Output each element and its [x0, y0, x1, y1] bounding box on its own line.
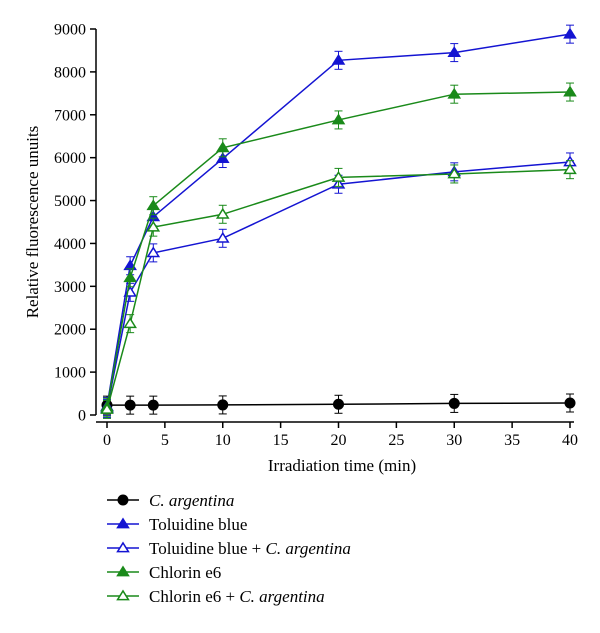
data-point — [332, 398, 345, 410]
x-tick-label: 30 — [446, 432, 462, 449]
legend-marker — [116, 565, 130, 577]
y-tick-label: 6000 — [54, 150, 86, 167]
legend-label-part: C. argentina — [239, 587, 324, 606]
x-tick-label: 10 — [215, 432, 231, 449]
x-tick-label: 35 — [504, 432, 520, 449]
legend-marker — [116, 541, 130, 553]
series-0 — [101, 393, 576, 415]
data-point — [447, 87, 462, 99]
x-axis-title: Irradiation time (min) — [268, 456, 416, 475]
x-tick-label: 5 — [161, 432, 169, 449]
data-point — [447, 167, 462, 179]
legend-marker — [117, 494, 129, 506]
legend-marker — [116, 589, 130, 601]
series-line — [106, 91, 571, 408]
legend-item: Chlorin e6 + C. argentina — [107, 587, 325, 606]
data-point — [563, 163, 577, 175]
y-tick-label: 1000 — [54, 365, 86, 382]
y-tick-label: 7000 — [54, 107, 86, 124]
legend-label-part: Toluidine blue — [149, 515, 247, 534]
data-point — [564, 397, 576, 409]
y-tick-label: 4000 — [54, 236, 86, 253]
data-point — [146, 220, 161, 232]
x-tick-label: 40 — [562, 432, 578, 449]
data-point — [215, 207, 230, 219]
data-point — [123, 271, 137, 283]
legend-label: Chlorin e6 — [149, 563, 221, 582]
legend-label-part: Chlorin e6 + — [149, 587, 239, 606]
y-tick-label: 9000 — [54, 22, 86, 39]
legend-label: C. argentina — [149, 491, 234, 510]
legend-item: C. argentina — [107, 491, 234, 510]
legend-label-part: Toluidine blue + — [149, 539, 266, 558]
legend-label-part: C. argentina — [149, 491, 234, 510]
x-tick-label: 25 — [388, 432, 404, 449]
legend-marker — [116, 517, 130, 529]
legend-item: Toluidine blue — [107, 515, 247, 534]
data-point — [146, 246, 161, 258]
data-point — [447, 46, 462, 58]
legend-label: Toluidine blue — [149, 515, 247, 534]
data-point — [215, 152, 230, 163]
x-tick-label: 20 — [331, 432, 347, 449]
x-tick-label: 15 — [273, 432, 289, 449]
legend-item: Toluidine blue + C. argentina — [107, 539, 351, 558]
y-tick-label: 0 — [78, 408, 86, 425]
series-line — [106, 161, 571, 409]
y-tick-label: 3000 — [54, 279, 86, 296]
y-tick-label: 2000 — [54, 322, 86, 339]
data-point — [124, 399, 136, 411]
data-point — [331, 53, 346, 65]
x-tick-label: 0 — [103, 432, 111, 449]
y-tick-label: 5000 — [54, 193, 86, 210]
data-point — [147, 399, 159, 411]
legend-item: Chlorin e6 — [107, 563, 221, 582]
data-point — [331, 170, 346, 182]
data-point — [217, 399, 229, 411]
y-tick-label: 8000 — [54, 64, 86, 81]
data-point — [331, 113, 346, 125]
series-1 — [100, 24, 577, 416]
series-layer — [100, 24, 577, 419]
legend: C. argentina Toluidine blue Toluidine blue… — [107, 491, 351, 606]
data-point — [100, 402, 114, 414]
legend-label-part: C. argentina — [266, 539, 351, 558]
data-point — [563, 27, 577, 39]
data-point — [146, 199, 161, 211]
legend-label: Toluidine blue + C. argentina — [149, 539, 351, 558]
series-2 — [100, 152, 577, 419]
data-point — [215, 141, 230, 153]
data-point — [215, 231, 230, 243]
series-line — [106, 168, 571, 410]
legend-label: Chlorin e6 + C. argentina — [149, 587, 325, 606]
series-3 — [100, 82, 577, 417]
data-point — [563, 85, 577, 97]
axes: 0 1000 2000 3000 4000 5000 6000 7000 8000 9000 0 5 1… — [54, 22, 578, 450]
series-4 — [100, 160, 577, 419]
data-point — [123, 317, 137, 329]
series-line — [106, 33, 571, 407]
legend-label-part: Chlorin e6 — [149, 563, 221, 582]
y-axis-title: Relative fluorescence unuits — [23, 126, 42, 319]
data-point — [448, 397, 460, 409]
